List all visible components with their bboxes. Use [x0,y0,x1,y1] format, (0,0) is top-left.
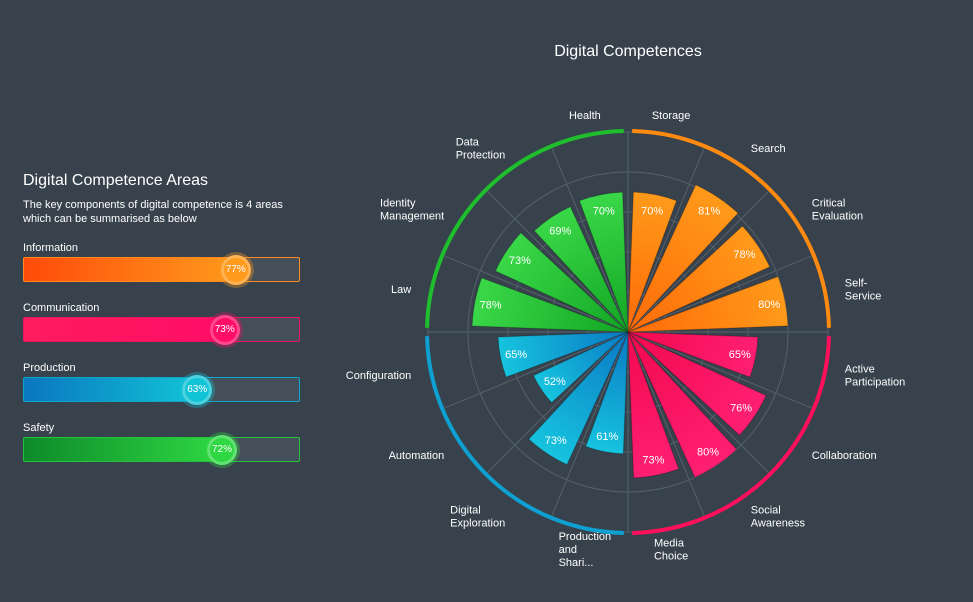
grid-spoke [627,331,813,409]
value-label: 65% [729,349,751,361]
grid-spoke [443,255,629,333]
bar-4 [627,331,759,378]
grid-spoke [627,255,813,333]
bar-6 [627,331,738,479]
bar-2 [627,225,771,333]
value-label: 80% [697,447,719,459]
category-label: Identity Management [380,198,444,223]
bar-7 [627,331,680,479]
category-label: Self-Service [845,277,882,302]
grid-spoke [551,147,629,333]
bar-11 [497,331,629,378]
bar-5 [627,331,767,436]
category-label: Storage [652,110,691,122]
area-communication[interactable]: Communication 73% [23,300,313,360]
value-label: 76% [730,403,752,415]
grid-spoke [486,331,629,474]
bar-12 [471,277,629,333]
value-label: 61% [596,431,618,443]
category-label: Collaboration [812,450,877,462]
value-label: 78% [733,249,755,261]
area-label: Safety [23,422,55,434]
bar-1 [627,184,739,333]
bar-3 [627,275,789,333]
category-label: Active Participation [845,364,906,389]
areas-title: Digital Competence Areas [23,172,208,189]
category-label: Social Awareness [751,504,806,529]
area-progress-track: 73% [23,314,300,345]
value-label: 65% [505,349,527,361]
bars [471,184,789,479]
area-progress-knob: 77% [220,254,251,285]
group-arc [425,336,624,535]
category-label: Search [751,143,786,155]
value-label: 80% [758,299,780,311]
category-label: Health [569,110,601,122]
area-information[interactable]: Information 77% [23,240,313,300]
group-arc [632,336,831,535]
area-progress-fill [24,438,222,461]
grid-spoke [627,331,705,517]
grid-spoke [627,147,705,333]
category-label: Law [391,284,411,296]
areas-description: The key components of digital competence… [23,199,283,225]
value-label: 78% [480,300,502,312]
value-label: 81% [698,206,720,218]
category-label: Automation [389,450,445,462]
area-progress-knob: 73% [209,314,240,345]
grid-spoke [627,331,770,474]
grid-spoke [486,190,629,333]
area-production[interactable]: Production 63% [23,360,313,420]
group-arc [632,129,831,328]
value-label: 73% [545,435,567,447]
value-label: 73% [509,255,531,267]
value-label: 70% [641,205,663,217]
area-progress-track: 63% [23,374,300,405]
bar-14 [533,205,629,333]
category-label: Configuration [346,370,411,382]
grid-spoke [551,331,629,517]
bar-9 [528,331,629,466]
area-progress-knob: 63% [182,374,213,405]
value-label: 70% [593,205,615,217]
category-label: Digital Exploration [450,504,505,529]
area-progress-fill [24,318,225,341]
area-label: Information [23,242,79,254]
area-progress-fill [24,258,236,281]
category-labels: Storage Search Critical Evaluation Self-Serv… [346,110,905,569]
area-progress-track: 77% [23,254,300,285]
polar-grid [427,131,829,533]
area-safety[interactable]: Safety 72% [23,420,313,480]
category-label: Media Choice [654,537,688,562]
value-label: 52% [544,376,566,388]
grid-spoke [627,190,770,333]
category-label: Production and Shari... [559,531,612,569]
chart-title: Digital Competences [554,43,702,60]
competence-areas-panel: Digital Competence Areas The key compone… [23,172,313,480]
bar-0 [627,191,678,333]
area-progress-fill [24,378,198,401]
category-label: Critical Evaluation [812,198,863,223]
value-labels: 70% 81% 78% 80% 65% 76% 80% 73% 61% 73% 52% 65% 78% 7… [480,205,781,466]
bar-15 [578,191,629,333]
area-label: Communication [23,302,100,314]
bar-13 [494,232,629,333]
category-label: Data Protection [456,137,506,162]
value-label: 69% [549,226,571,238]
bar-10 [532,331,629,404]
area-progress-track: 72% [23,434,300,465]
area-progress-knob: 72% [207,434,237,465]
grid-spoke [443,331,629,409]
value-label: 73% [642,455,664,467]
area-label: Production [23,362,76,374]
bar-8 [585,331,629,455]
group-arc [425,129,624,328]
